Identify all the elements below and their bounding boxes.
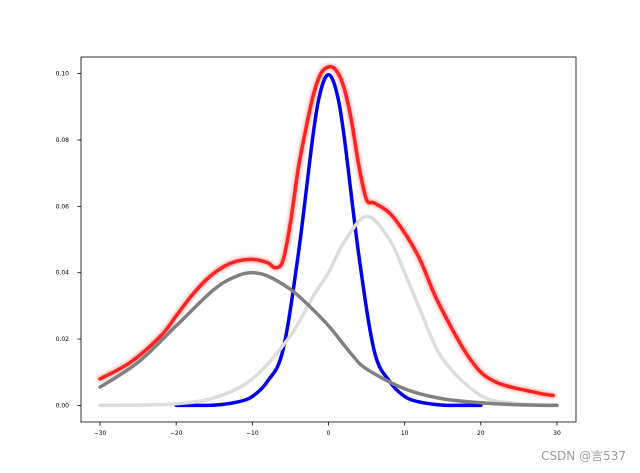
y-tick-label: 0.02 [56,336,70,343]
x-tick-label: 0 [327,430,331,437]
series-0-line [98,65,555,398]
plot-area [97,63,559,408]
y-tick-label: 0.00 [56,402,70,409]
y-tick-label: 0.10 [56,71,70,78]
series-0-glow [97,63,557,399]
x-tick-label: 30 [553,430,561,437]
axes: −30 −20 −10 0 10 20 30 0.00 0.02 0.04 0.06 0.08 0.10 [56,71,561,437]
watermark: CSDN @言537 [541,449,626,463]
series-1-line [174,72,483,408]
x-tick-label: −30 [94,430,107,437]
y-tick-label: 0.08 [56,137,70,144]
y-tick-label: 0.06 [56,203,70,210]
y-tick-label: 0.04 [56,270,70,277]
plot-frame [80,56,577,423]
series-2-line [98,214,559,408]
x-tick-label: 10 [401,430,409,437]
x-tick-label: −10 [246,430,259,437]
series-3-line [98,270,559,408]
x-tick-label: 20 [477,430,485,437]
x-tick-label: −20 [170,430,183,437]
